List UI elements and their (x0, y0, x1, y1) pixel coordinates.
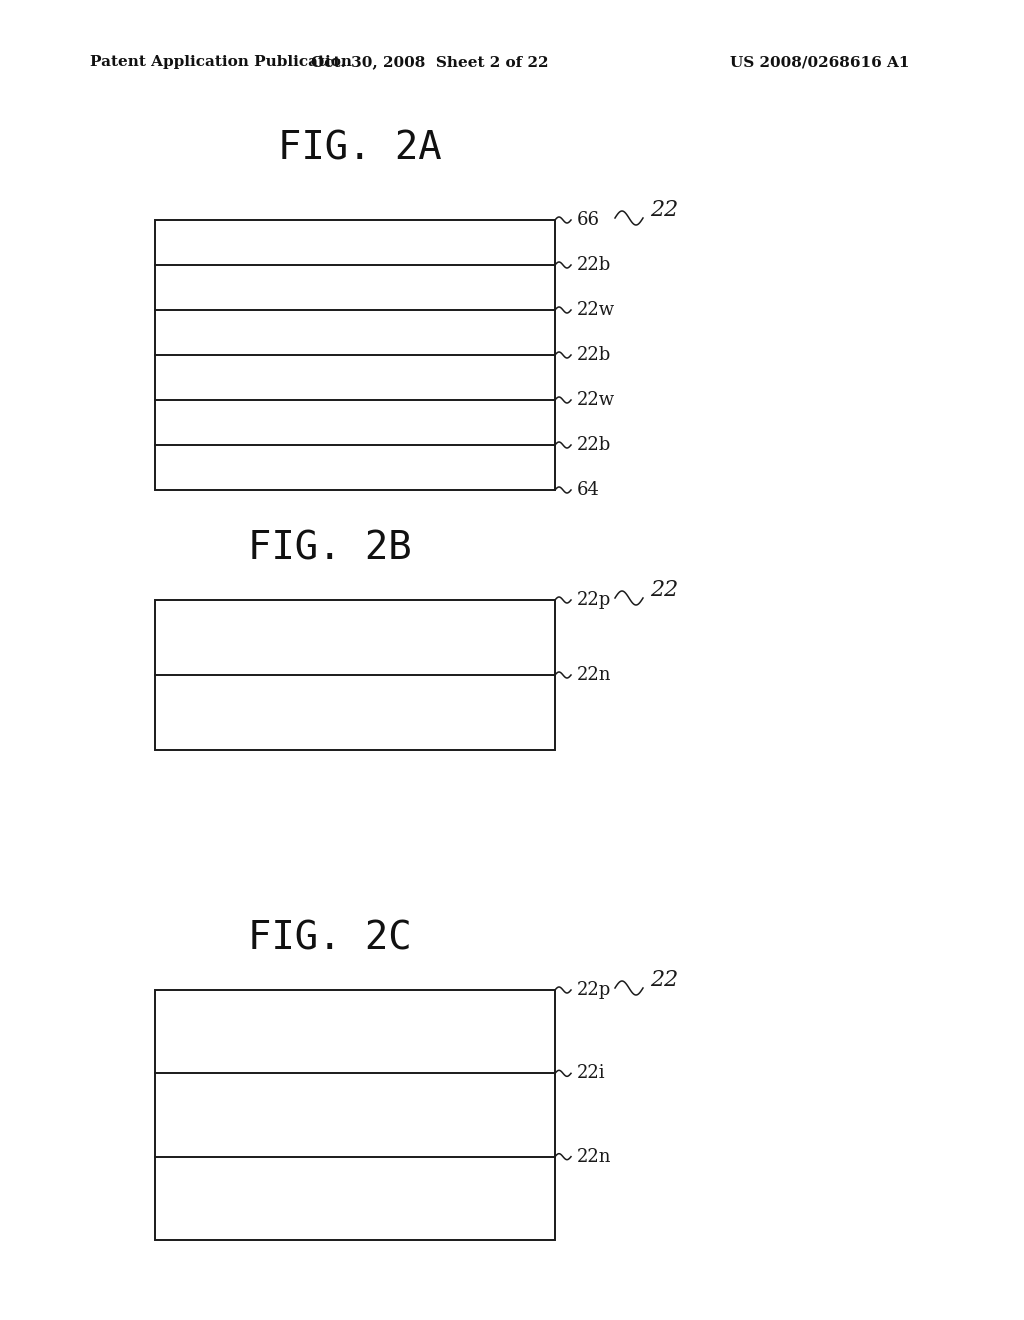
Text: 22: 22 (650, 969, 678, 991)
Text: FIG. 2C: FIG. 2C (248, 920, 412, 958)
Text: 22p: 22p (577, 591, 611, 609)
Text: 22w: 22w (577, 301, 615, 319)
Text: US 2008/0268616 A1: US 2008/0268616 A1 (730, 55, 909, 69)
Text: 22b: 22b (577, 256, 611, 275)
Text: 22i: 22i (577, 1064, 605, 1082)
Text: 22p: 22p (577, 981, 611, 999)
Bar (155, 601, 555, 750)
Text: 22: 22 (650, 199, 678, 220)
Text: 22b: 22b (577, 346, 611, 364)
Text: FIG. 2A: FIG. 2A (279, 129, 441, 168)
Text: 22: 22 (650, 579, 678, 601)
Text: 66: 66 (577, 211, 600, 228)
Text: 22w: 22w (577, 391, 615, 409)
Text: 22b: 22b (577, 436, 611, 454)
Text: 64: 64 (577, 480, 600, 499)
Text: Patent Application Publication: Patent Application Publication (90, 55, 352, 69)
Text: FIG. 2B: FIG. 2B (248, 531, 412, 568)
Text: 22n: 22n (577, 1147, 611, 1166)
Text: 22n: 22n (577, 667, 611, 684)
Bar (155, 990, 555, 1239)
Bar (155, 220, 555, 490)
Text: Oct. 30, 2008  Sheet 2 of 22: Oct. 30, 2008 Sheet 2 of 22 (311, 55, 549, 69)
